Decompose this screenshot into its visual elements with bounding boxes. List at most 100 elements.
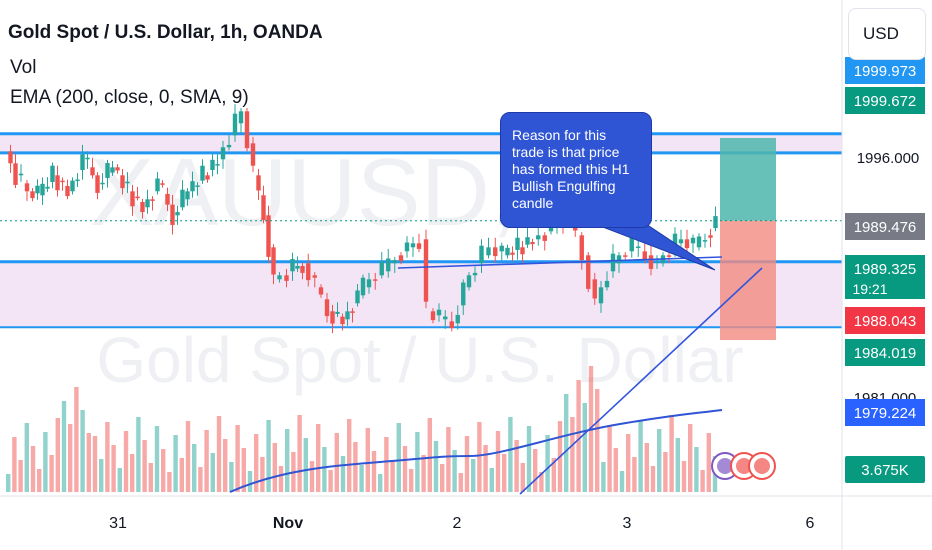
ema-indicator-label[interactable]: EMA (200, close, 0, SMA, 9) xyxy=(10,87,249,108)
volume-bar xyxy=(142,440,147,492)
candle xyxy=(530,238,535,251)
candle-body xyxy=(75,179,80,182)
volume-bar xyxy=(254,434,259,492)
candle xyxy=(120,168,125,195)
candle xyxy=(306,253,311,287)
candle-body xyxy=(536,235,541,240)
candle xyxy=(244,108,250,152)
candle-body xyxy=(398,255,404,261)
volume-bar xyxy=(247,471,253,492)
time-tick-label: 3 xyxy=(623,515,632,532)
candle-body xyxy=(642,251,647,261)
candle xyxy=(256,168,261,201)
candle xyxy=(592,272,597,305)
volume-bar xyxy=(198,467,203,492)
volume-bar xyxy=(192,444,197,492)
candle-body xyxy=(443,316,448,320)
candle xyxy=(366,272,372,294)
candle xyxy=(430,308,436,324)
volume-bar xyxy=(272,443,277,492)
candle xyxy=(690,234,696,253)
candle xyxy=(318,284,324,298)
candle-body xyxy=(629,237,634,252)
volume-bar xyxy=(260,457,265,492)
candle xyxy=(135,187,140,201)
candle xyxy=(345,301,350,326)
volume-bar xyxy=(576,380,581,492)
candle-body xyxy=(455,314,460,324)
volume-bar xyxy=(650,466,656,492)
candle xyxy=(200,159,205,184)
candle-body xyxy=(295,265,300,269)
price-tick-label: 1996.000 xyxy=(857,150,920,167)
candle-body xyxy=(65,185,70,197)
volume-bar xyxy=(601,462,606,492)
candle-body xyxy=(461,282,466,306)
candle-body xyxy=(277,275,282,280)
us-flag-icon-fill xyxy=(736,458,752,474)
candle xyxy=(324,292,330,323)
candle-body xyxy=(150,199,155,201)
candle-body xyxy=(120,175,125,189)
candle xyxy=(95,172,100,200)
volume-bar xyxy=(285,429,290,492)
price-label-bg xyxy=(845,213,925,240)
candle-body xyxy=(499,245,504,252)
price-label-text: 1984.019 xyxy=(854,345,917,362)
candle-body xyxy=(360,277,366,296)
candle-body xyxy=(423,239,429,302)
time-tick-label: Nov xyxy=(273,515,303,532)
candle xyxy=(266,205,271,264)
currency-button[interactable]: USD xyxy=(848,8,926,60)
candle xyxy=(461,279,466,315)
volume-bar xyxy=(43,432,48,492)
volume-bar xyxy=(130,454,135,492)
candle-body xyxy=(244,111,250,149)
volume-bar xyxy=(458,473,463,492)
candle xyxy=(379,252,384,279)
candle-body xyxy=(312,275,317,278)
volume-bar xyxy=(353,442,358,492)
candle-body xyxy=(195,185,200,187)
volume-bar xyxy=(334,433,339,492)
candle xyxy=(636,240,641,257)
candle xyxy=(678,229,684,247)
volume-bar xyxy=(303,438,308,492)
volume-bar xyxy=(371,451,377,492)
candle xyxy=(455,305,460,330)
volume-bar xyxy=(452,450,457,492)
candle-body xyxy=(684,239,690,249)
candle-body xyxy=(180,189,185,208)
candle-body xyxy=(306,263,311,281)
volume-bar xyxy=(663,452,668,492)
candle xyxy=(398,252,404,265)
price-label-bg xyxy=(845,255,925,299)
candle xyxy=(130,184,135,216)
price-label-bg xyxy=(845,399,925,426)
volume-bar xyxy=(235,425,240,492)
volume-bar xyxy=(328,470,333,492)
volume-bar xyxy=(415,432,420,492)
candle-body xyxy=(386,258,391,272)
volume-bar xyxy=(37,469,42,492)
candle-body xyxy=(392,260,397,264)
candle-body xyxy=(586,255,591,289)
volume-bar xyxy=(99,459,104,492)
candle xyxy=(65,179,70,200)
candle xyxy=(45,177,50,192)
candle xyxy=(125,172,130,193)
candle xyxy=(165,187,170,212)
candle-body xyxy=(708,235,713,238)
candle-body xyxy=(80,154,85,170)
volume-indicator-label[interactable]: Vol xyxy=(10,57,37,78)
price-label: 1999.973 xyxy=(845,57,925,84)
volume-bar xyxy=(340,456,346,492)
volume-bar xyxy=(30,446,36,492)
volume-bar xyxy=(74,387,79,492)
volume-bar xyxy=(706,433,711,492)
candle-body xyxy=(648,255,654,269)
volume-bar xyxy=(421,455,426,492)
candle xyxy=(8,144,13,173)
candle-body xyxy=(510,252,515,255)
